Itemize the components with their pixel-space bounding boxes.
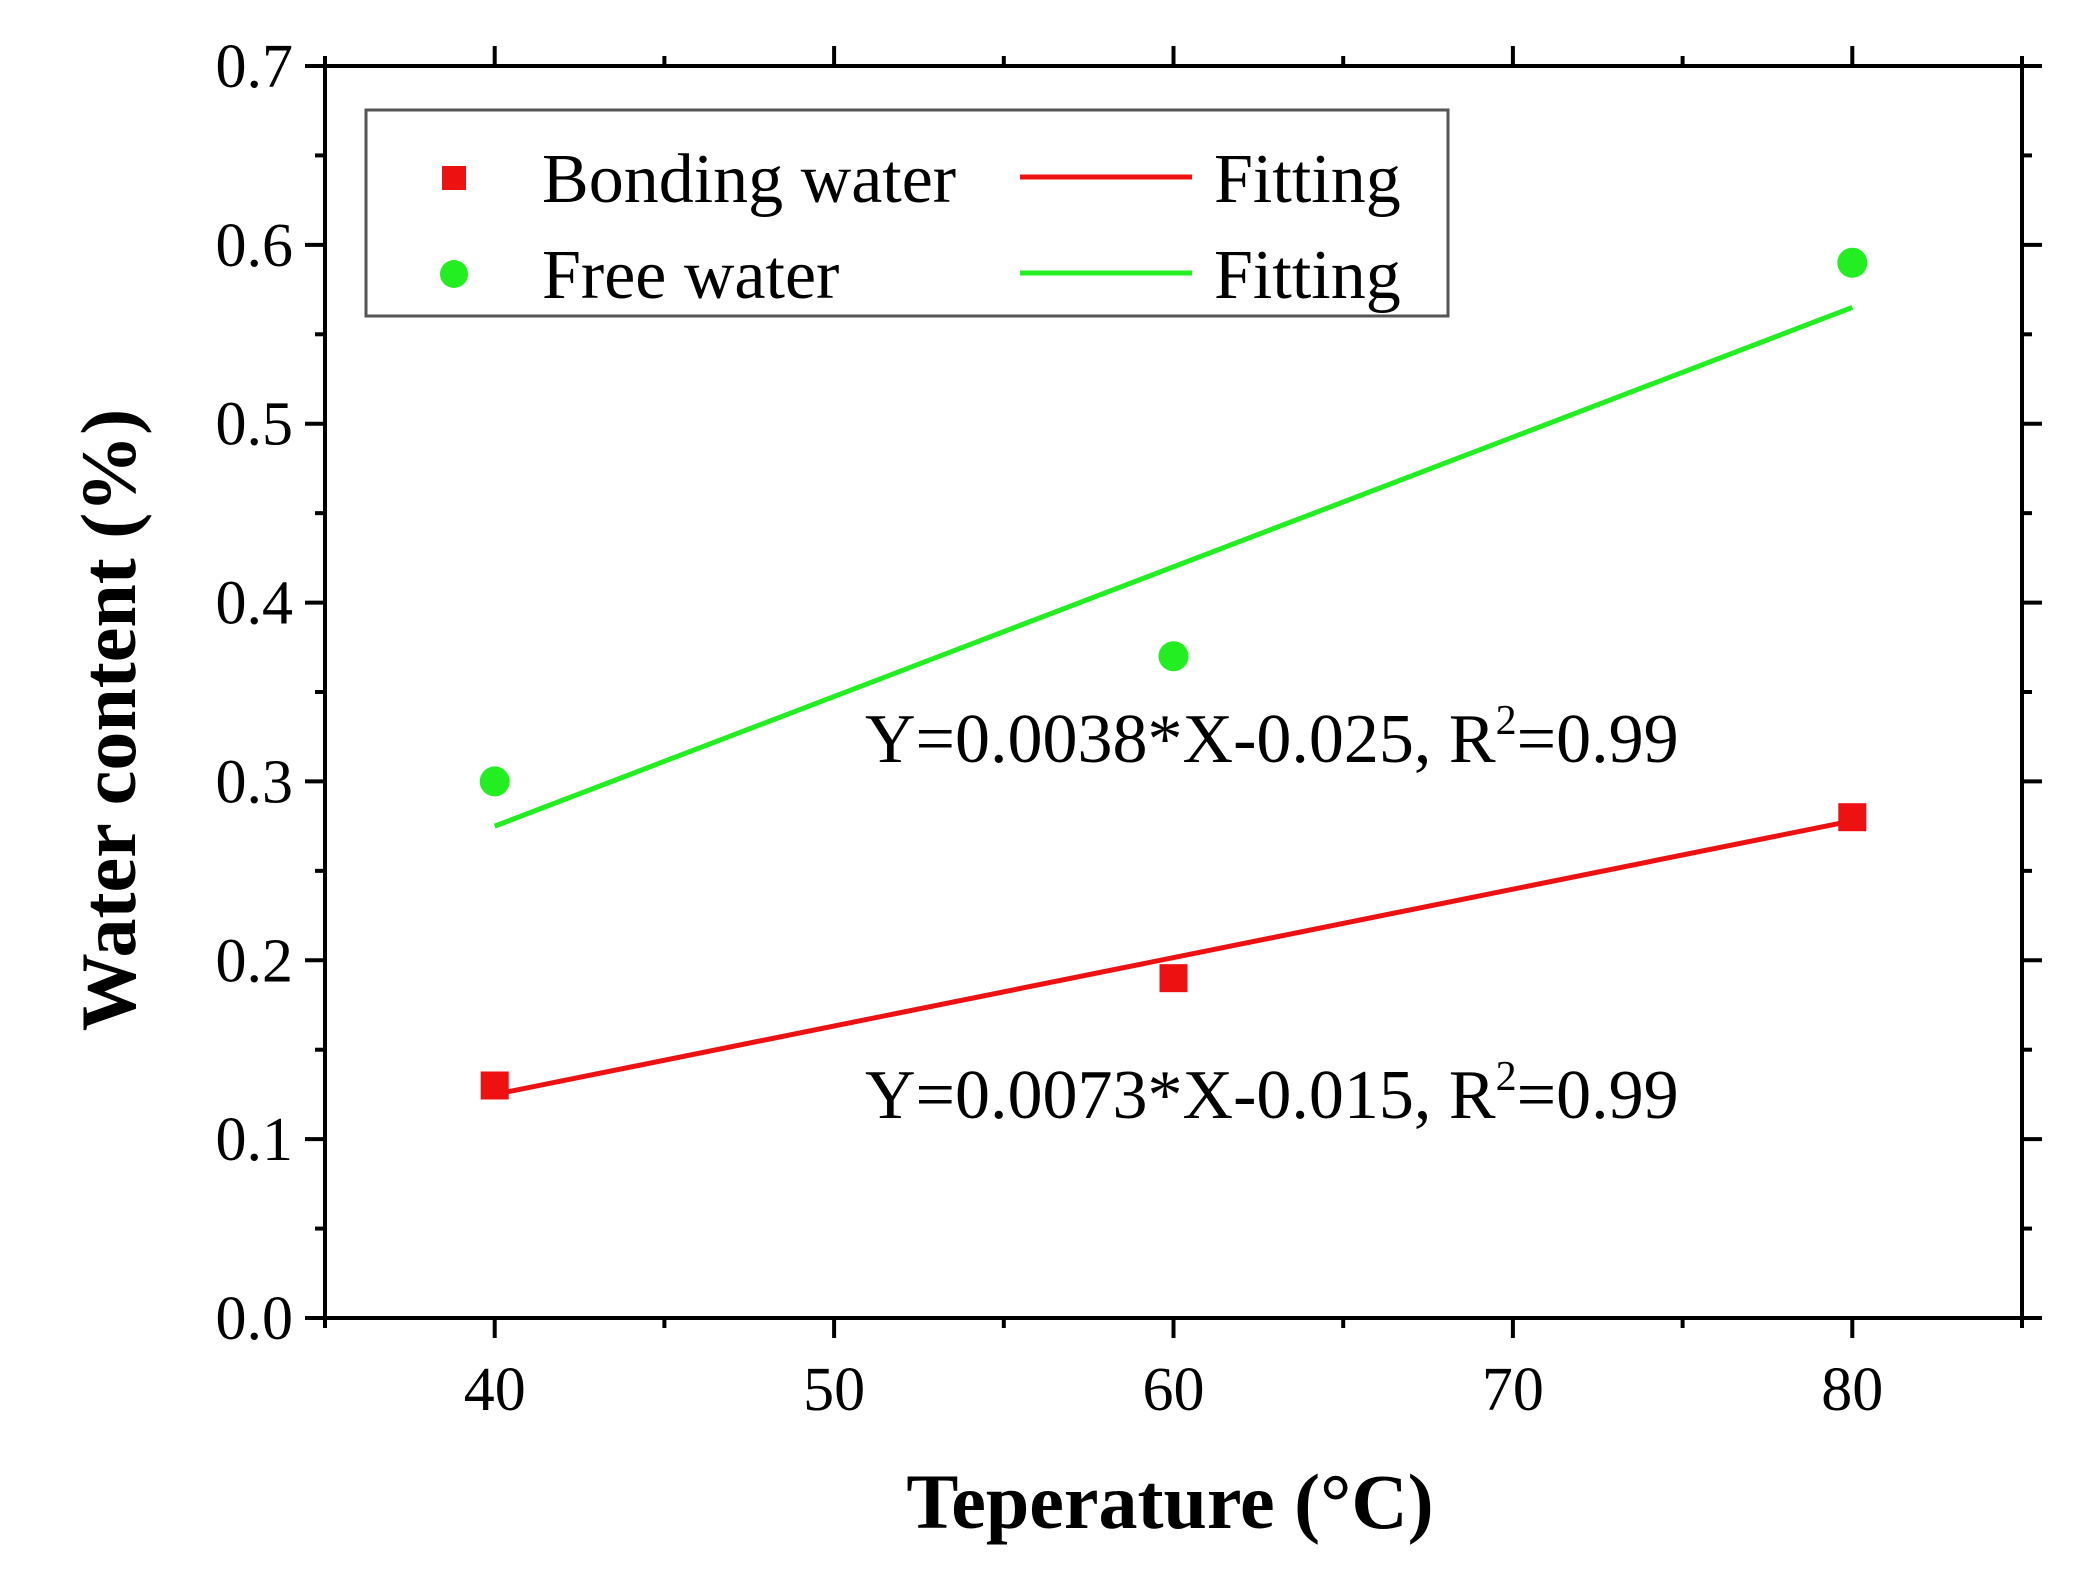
point-bonding-water	[1159, 964, 1188, 993]
x-tick-label: 40	[464, 1356, 526, 1424]
y-tick-label: 0.5	[216, 391, 294, 459]
legend-label-bonding-water: Bonding water	[542, 141, 956, 218]
y-axis-title: Water content (%)	[65, 409, 152, 1031]
y-tick-label: 0.3	[216, 748, 294, 816]
data-points	[479, 247, 1868, 1100]
y-tick-label: 0.7	[216, 33, 294, 101]
x-tick-label: 70	[1482, 1356, 1544, 1424]
point-bonding-water	[1838, 803, 1867, 832]
legend-marker-free-water	[440, 260, 468, 288]
legend-box	[364, 108, 1450, 318]
annotation-bonding-water-equation: Y=0.0073*X-0.015, R2=0.99	[865, 1054, 1679, 1134]
y-tick-label: 0.6	[216, 212, 294, 280]
point-bonding-water	[480, 1071, 509, 1100]
y-tick-label: 0.4	[216, 570, 294, 638]
y-axis-ticks: 0.0 0.1 0.2 0.3 0.4 0.5 0.6 0.7	[216, 33, 2042, 1353]
x-tick-label: 60	[1143, 1356, 1205, 1424]
legend-marker-bonding-water	[442, 166, 466, 190]
fit-line-free-water	[493, 305, 1854, 829]
fit-lines	[493, 305, 1854, 1097]
x-axis-title: Teperature (°C)	[906, 1458, 1433, 1545]
y-tick-label: 0.2	[216, 927, 294, 995]
legend-label-free-fitting: Fitting	[1214, 237, 1401, 314]
legend-label-bonding-fitting: Fitting	[1214, 141, 1401, 218]
fit-line-bonding-water	[494, 818, 1853, 1097]
x-tick-label: 50	[803, 1356, 865, 1424]
point-free-water	[1837, 247, 1868, 278]
point-free-water	[1158, 641, 1189, 672]
y-tick-label: 0.0	[216, 1285, 294, 1353]
annotation-free-water-equation: Y=0.0038*X-0.025, R2=0.99	[865, 698, 1679, 778]
legend: Bonding water Fitting Free water Fitting	[364, 108, 1450, 318]
x-tick-label: 80	[1821, 1356, 1883, 1424]
point-free-water	[479, 766, 510, 797]
legend-label-free-water: Free water	[542, 237, 839, 314]
x-axis-ticks: 40 50 60 70 80	[323, 46, 2024, 1424]
y-tick-label: 0.1	[216, 1106, 294, 1174]
